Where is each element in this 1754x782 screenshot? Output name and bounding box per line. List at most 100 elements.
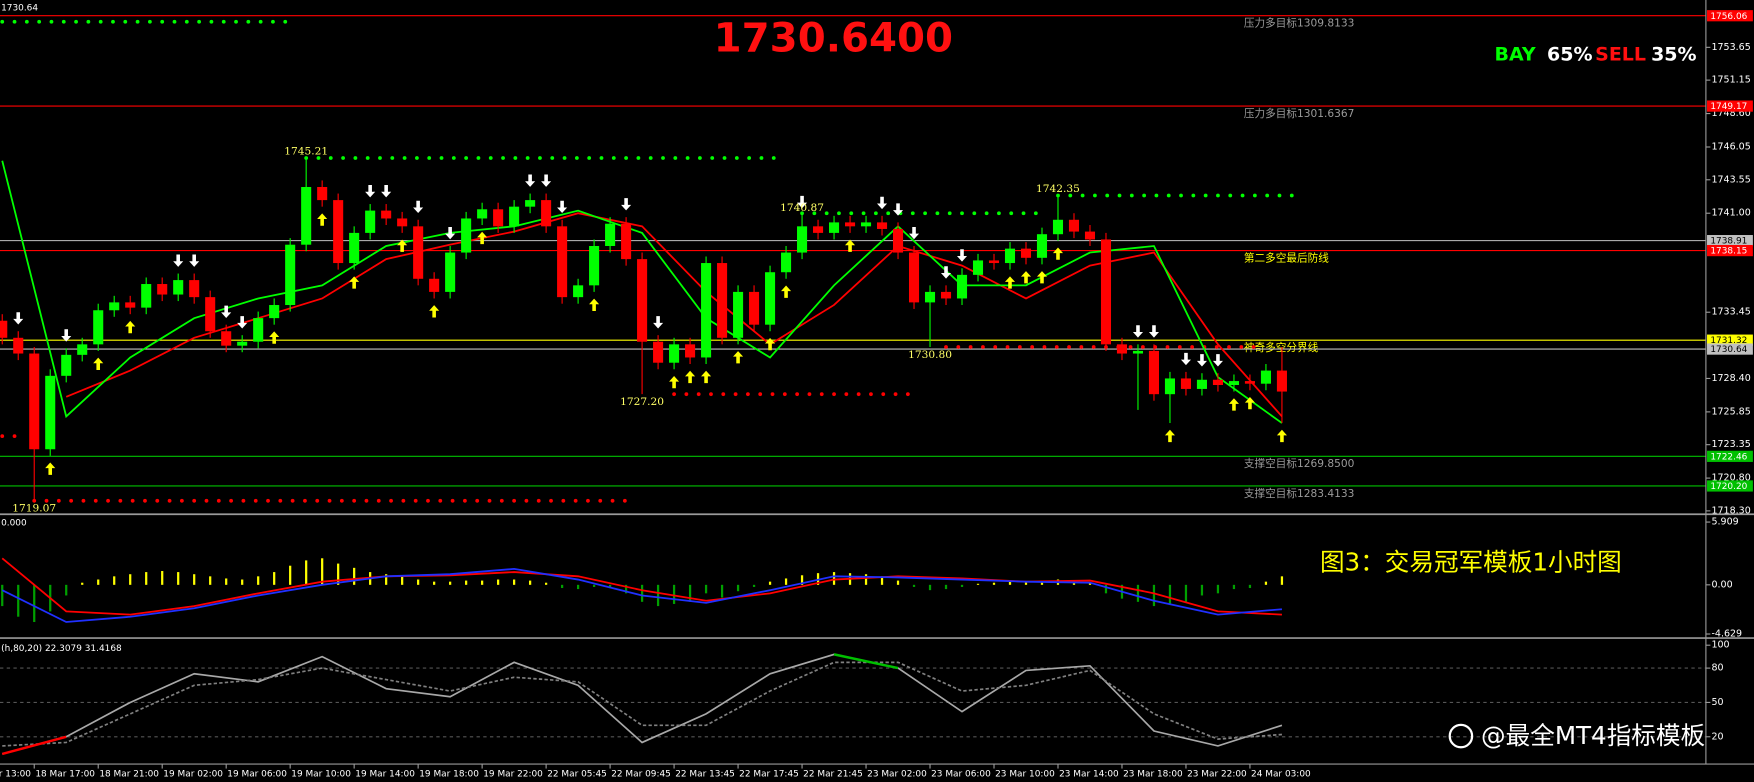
sell-arrow [1196, 354, 1207, 367]
histogram-bar [736, 584, 740, 592]
histogram-bar [976, 583, 980, 585]
candle-body [1148, 350, 1160, 395]
candle-body [397, 218, 408, 227]
candle-body [781, 252, 792, 273]
candle-body [892, 228, 904, 253]
candle-body [1132, 350, 1144, 354]
histogram-bar [145, 572, 148, 585]
buy-arrow [45, 462, 56, 475]
candle-body [1068, 219, 1080, 232]
level-price-box [1707, 334, 1753, 346]
candle-body [525, 200, 536, 207]
y-tick-label: 100 [1711, 640, 1729, 651]
buy-arrow [269, 331, 280, 344]
y-tick-label: -4.629 [1711, 629, 1742, 640]
histogram-bar [1232, 584, 1236, 590]
histogram-bar [720, 584, 724, 598]
y-tick-label: 1718.30 [1711, 505, 1750, 516]
buy-arrow [589, 298, 600, 311]
candle-body [61, 354, 72, 376]
histogram-bar [1184, 584, 1188, 602]
buy-arrow [1004, 276, 1016, 289]
buy-value: 65% [1547, 43, 1592, 65]
candle-body [637, 259, 648, 342]
histogram-bar [1104, 584, 1108, 594]
histogram-bar [1136, 584, 1140, 602]
buy-arrow [397, 239, 408, 252]
buy-label: BAY [1494, 43, 1535, 65]
candle-body [877, 222, 888, 229]
candle-body [685, 344, 696, 358]
sell-arrow [365, 184, 376, 198]
candle-body [701, 263, 712, 358]
histogram-bar [481, 580, 484, 585]
level-price-box [1707, 450, 1753, 462]
histogram-bar [161, 571, 164, 585]
candle-body [573, 285, 584, 298]
histogram-bar [257, 576, 260, 585]
y-tick-label: 1723.35 [1711, 439, 1750, 450]
histogram-bar [1200, 584, 1204, 596]
candle-body [1084, 231, 1096, 240]
candle-body [1276, 370, 1287, 392]
candle-body [1164, 378, 1176, 395]
sell-label: SELL [1595, 43, 1646, 65]
y-tick-label: 1753.65 [1711, 42, 1750, 53]
sell-arrow [237, 316, 248, 329]
histogram-bar [992, 582, 996, 585]
histogram-bar [784, 578, 788, 585]
histogram-bar [305, 560, 308, 585]
candle-body [1196, 379, 1207, 389]
histogram-bar [960, 584, 964, 587]
candle-body [956, 274, 968, 299]
buy-arrow [765, 337, 776, 351]
histogram-bar [1152, 584, 1156, 607]
histogram-bar [97, 579, 100, 585]
candle-body [125, 302, 136, 308]
histogram-bar [497, 579, 500, 585]
sell-arrow [877, 196, 888, 210]
candle-body [365, 210, 376, 233]
axes: 1753.65 1751.15 1748.60 1746.05 1743.55 1741.… [0, 10, 1753, 780]
level-price-box [1707, 343, 1753, 355]
histogram-bar [608, 584, 612, 589]
sell-arrow [413, 200, 424, 214]
histogram-bar [273, 572, 276, 585]
x-tick-label: 19 Mar 02:00 [163, 770, 223, 780]
y-tick-label: 1720.80 [1711, 473, 1750, 484]
candle-body [141, 284, 152, 308]
buy-arrow [1052, 247, 1064, 260]
histogram-bar [1216, 584, 1220, 594]
histogram-bar [193, 574, 196, 585]
x-tick-label: 18 Mar 13:00 [0, 770, 31, 780]
histogram-bar [401, 576, 404, 585]
level-price-label: 1720.20 [1710, 482, 1747, 492]
candle-body [461, 218, 472, 253]
sell-arrow [621, 198, 632, 211]
histogram-bar [417, 579, 420, 585]
candle-body [1260, 370, 1271, 384]
watermark: @最全MT4指标模板 [1481, 721, 1705, 750]
y-tick-label: 80 [1711, 663, 1723, 674]
y-tick-label: 1748.60 [1711, 108, 1750, 119]
main-plot: 压力多目标1309.8133 压力多目标1301.6367 第二多空最后防线神奇多空… [0, 15, 1706, 513]
candle-body [829, 222, 840, 233]
level-text: 神奇多空分界线 [1244, 341, 1319, 354]
candle-body [1100, 239, 1112, 345]
buy-arrow [781, 285, 792, 298]
indicator-line [2, 653, 1283, 755]
histogram-bar [433, 581, 436, 585]
buy-arrow [733, 351, 744, 364]
histogram-bar [465, 580, 468, 585]
histogram-bar [640, 584, 644, 602]
buy-arrow [1244, 396, 1255, 410]
candle-body [301, 186, 312, 245]
histogram-bar [513, 579, 516, 585]
buy-arrow [317, 213, 328, 226]
x-tick-label: 23 Mar 18:00 [1123, 770, 1183, 780]
candle-body [749, 291, 760, 325]
indicator-line [2, 661, 1283, 747]
level-price-label: 1738.15 [1710, 247, 1747, 257]
candle-body [1228, 381, 1239, 386]
